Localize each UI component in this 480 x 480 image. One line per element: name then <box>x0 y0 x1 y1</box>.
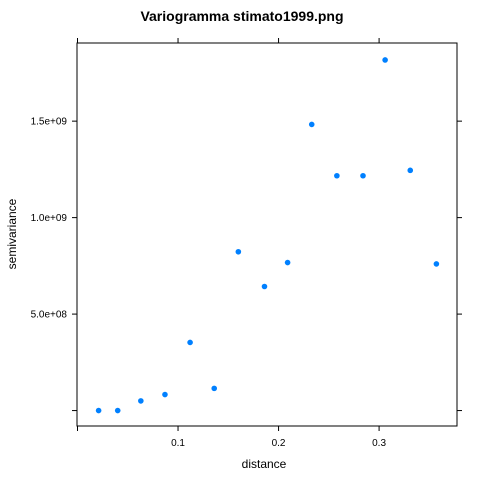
data-point <box>211 385 218 392</box>
data-point <box>308 121 315 128</box>
data-point <box>284 259 291 266</box>
data-points <box>95 57 440 414</box>
data-point <box>407 167 414 174</box>
data-point <box>235 248 242 255</box>
data-point <box>334 172 340 179</box>
x-axis-label: distance <box>242 457 287 471</box>
chart-title: Variogramma stimato1999.png <box>140 8 343 24</box>
x-tick-label: 0.1 <box>171 438 185 449</box>
y-tick-label: 1.5e+09 <box>31 117 68 128</box>
data-point <box>187 339 193 346</box>
data-point <box>95 407 102 414</box>
data-point <box>114 407 121 414</box>
data-point <box>360 172 366 179</box>
data-point <box>382 57 388 63</box>
data-point <box>162 391 168 398</box>
y-axis-label: semivariance <box>5 198 19 269</box>
x-axis: 0.1 0.2 0.3 <box>77 38 386 449</box>
x-tick-label: 0.3 <box>372 438 386 449</box>
y-axis: 5.0e+08 1.0e+09 1.5e+09 <box>31 117 462 412</box>
plot-frame <box>76 42 458 427</box>
y-tick-label: 5.0e+08 <box>31 310 68 321</box>
x-tick-label: 0.2 <box>272 438 286 449</box>
data-point <box>261 283 268 290</box>
y-tick-label: 1.0e+09 <box>31 213 68 224</box>
data-point <box>433 261 440 267</box>
data-point <box>138 398 144 404</box>
